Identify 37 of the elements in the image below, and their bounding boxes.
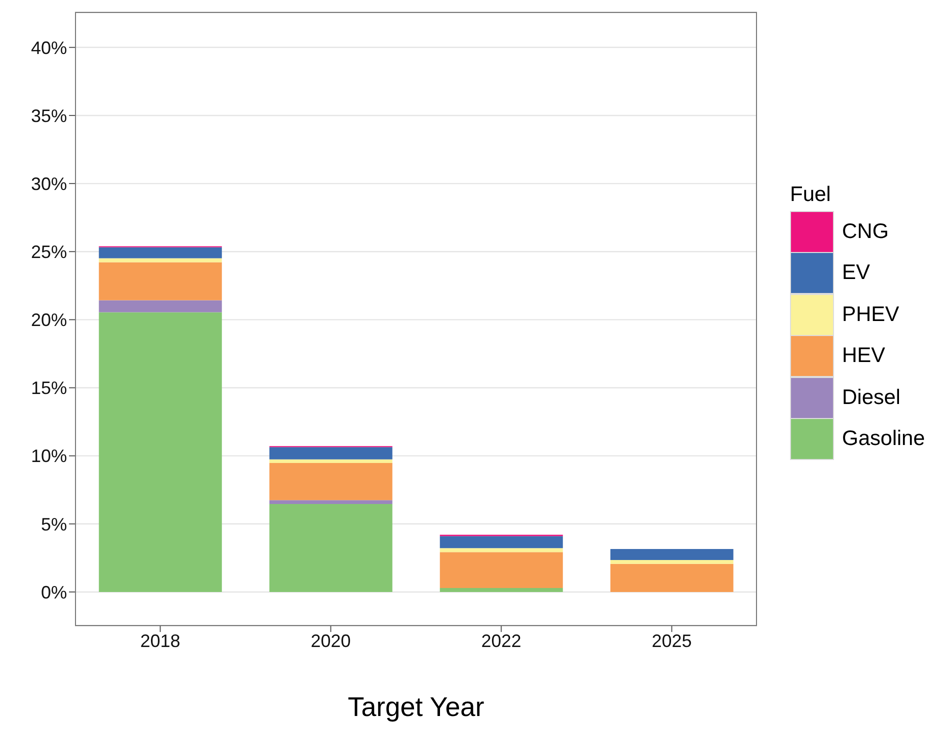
legend-label: HEV [842, 344, 886, 368]
legend-label: CNG [842, 220, 889, 244]
y-tick-label: 25% [30, 242, 67, 262]
y-tick-label: 30% [30, 174, 67, 194]
y-tick-label: 5% [40, 514, 67, 534]
y-tick-label: 40% [30, 38, 67, 58]
bar [98, 300, 222, 312]
legend-label: EV [842, 261, 870, 286]
legend-label: PHEV [842, 302, 900, 327]
y-tick-label: 35% [30, 106, 67, 126]
y-tick-label: 0% [40, 582, 67, 602]
y-tick-label: 10% [30, 446, 67, 466]
bar [610, 548, 734, 560]
bar [440, 588, 563, 592]
bar [440, 552, 563, 588]
bar [269, 447, 392, 460]
bar [269, 500, 392, 504]
y-tick-label: 20% [30, 310, 67, 330]
x-axis-title: Target Year [346, 692, 486, 723]
bar [98, 247, 222, 258]
y-tick-label: 15% [30, 378, 67, 398]
x-tick-label: 2022 [481, 630, 522, 651]
bar [440, 548, 563, 552]
bar [269, 504, 392, 592]
legend-label: Gasoline [842, 427, 925, 452]
bar [98, 262, 222, 300]
bar [610, 560, 734, 564]
bar [610, 564, 734, 592]
bar [98, 312, 222, 592]
x-tick-label: 2025 [652, 630, 692, 651]
x-tick-label: 2020 [310, 630, 351, 651]
bar [269, 463, 392, 500]
bar [269, 459, 392, 464]
legend-label: Diesel [842, 386, 900, 410]
bar [440, 536, 563, 548]
legend-title: Fuel [790, 183, 832, 207]
x-tick-label: 2018 [140, 630, 180, 651]
